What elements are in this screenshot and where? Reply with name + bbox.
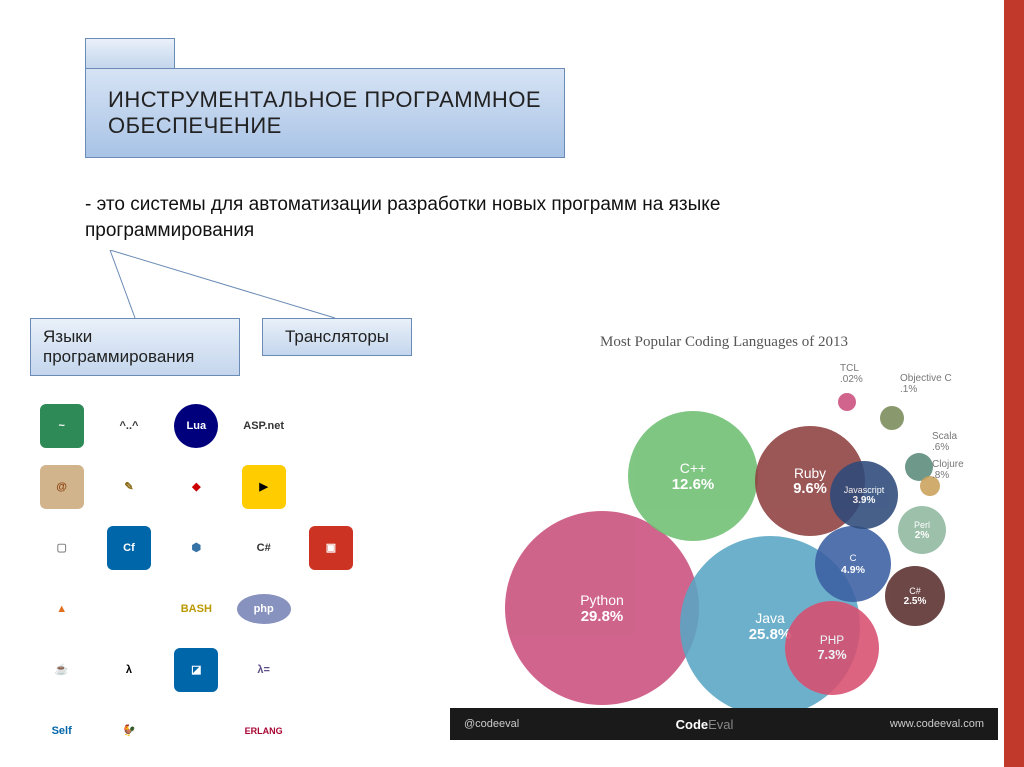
ext-label-3: Clojure.8%: [932, 459, 964, 481]
rooster-icon: 🐓: [107, 709, 151, 753]
footer-brand-a: Code: [676, 717, 709, 732]
bubble-chart-area: Python29.8%Java25.8%C++12.6%Ruby9.6%PHP7…: [450, 351, 998, 701]
erlang-icon: ERLANG: [242, 709, 286, 753]
bubble-label: Python: [580, 592, 624, 608]
bubble-chart-title: Most Popular Coding Languages of 2013: [450, 328, 998, 351]
small-bubble-0: [838, 393, 856, 411]
subbox-languages: Языки программирования: [30, 318, 240, 376]
blank11: [174, 709, 218, 753]
bubble-label: C#: [909, 586, 921, 596]
language-icon-grid: ~^..^LuaASP.net@✎◆▶▢Cf⬢C#▣▲BASHphp☕λ◪λ=S…: [30, 398, 430, 718]
ruby-icon: ◆: [174, 465, 218, 509]
ext-label-name: TCL: [840, 363, 863, 374]
php-icon: php: [237, 594, 291, 624]
ext-label-value: .8%: [932, 470, 964, 481]
small-bubble-1: [880, 406, 904, 430]
ext-label-name: Scala: [932, 431, 957, 442]
blank5: [376, 526, 420, 570]
title-box: ИНСТРУМЕНТАЛЬНОЕ ПРОГРАММНОЕ ОБЕСПЕЧЕНИЕ: [85, 68, 565, 158]
blank10: [376, 648, 420, 692]
bubble-value: 12.6%: [672, 476, 715, 493]
bubble-label: Ruby: [794, 466, 826, 481]
ext-label-0: TCL.02%: [840, 363, 863, 385]
blank4: [376, 465, 420, 509]
java-icon: ☕: [40, 648, 84, 692]
ext-label-1: Objective C.1%: [900, 373, 952, 395]
ext-label-name: Objective C: [900, 373, 952, 384]
blank6: [107, 587, 151, 631]
bubble-value: 9.6%: [793, 481, 827, 497]
footer-left: @codeeval: [464, 718, 519, 730]
blank1: [309, 404, 353, 448]
bubble-c: C#2.5%: [885, 566, 945, 626]
accent-bar: [1004, 0, 1024, 767]
bubble-label: C++: [680, 460, 706, 476]
bubble-c: C++12.6%: [628, 411, 758, 541]
blue-sq-icon: ◪: [174, 648, 218, 692]
blank2: [376, 404, 420, 448]
csharp-icon: C#: [242, 526, 286, 570]
haskell-icon: λ=: [242, 648, 286, 692]
python-icon: ⬢: [174, 526, 218, 570]
bubble-label: PHP: [820, 634, 844, 647]
bubble-label: Java: [755, 610, 785, 626]
subbox-translators-label: Трансляторы: [285, 327, 389, 346]
ext-label-2: Scala.6%: [932, 431, 957, 453]
bubble-value: 29.8%: [581, 608, 624, 625]
description: - это системы для автоматизации разработ…: [85, 192, 825, 243]
ext-label-value: .6%: [932, 442, 957, 453]
bubble-value: 4.9%: [841, 564, 865, 576]
bubble-label: Perl: [914, 520, 930, 530]
bubble-python: Python29.8%: [505, 511, 699, 705]
matlab-icon: ▲: [40, 587, 84, 631]
aspnet-icon: ASP.net: [242, 404, 286, 448]
bubble-chart-footer: @codeeval CodeEval www.codeeval.com: [450, 708, 998, 740]
bubble-label: Javascript: [844, 485, 885, 495]
bubble-javascript: Javascript3.9%: [830, 461, 898, 529]
bubble-perl: Perl2%: [898, 506, 946, 554]
shell-icon: @: [40, 465, 84, 509]
bash-icon: BASH: [174, 587, 218, 631]
bubble-value: 3.9%: [853, 495, 876, 506]
paper-icon: ▢: [40, 526, 84, 570]
bubble-value: 2%: [915, 530, 929, 541]
blank8: [376, 587, 420, 631]
subbox-translators: Трансляторы: [262, 318, 412, 356]
bubble-label: C: [850, 553, 857, 564]
lambda-icon: λ: [107, 648, 151, 692]
footer-brand-b: Eval: [708, 717, 733, 732]
snake-icon: ~: [40, 404, 84, 448]
connector-lines: [95, 250, 375, 320]
ext-label-value: .02%: [840, 374, 863, 385]
bubble-value: 7.3%: [817, 647, 846, 662]
red-sq-icon: ▣: [309, 526, 353, 570]
bubble-php: PHP7.3%: [785, 601, 879, 695]
lua-icon: Lua: [174, 404, 218, 448]
blank9: [309, 648, 353, 692]
page-title: ИНСТРУМЕНТАЛЬНОЕ ПРОГРАММНОЕ ОБЕСПЕЧЕНИЕ: [108, 87, 541, 138]
blank3: [309, 465, 353, 509]
bubble-value: 2.5%: [904, 596, 927, 607]
subbox-languages-label: Языки программирования: [43, 327, 194, 366]
footer-brand: CodeEval: [676, 717, 734, 732]
bubble-c: C4.9%: [815, 526, 891, 602]
ext-label-value: .1%: [900, 384, 952, 395]
self-icon: Self: [40, 709, 84, 753]
cf-icon: Cf: [107, 526, 151, 570]
footer-right: www.codeeval.com: [890, 718, 984, 730]
labview-icon: ▶: [242, 465, 286, 509]
blank7: [309, 587, 353, 631]
cat-icon: ^..^: [107, 404, 151, 448]
ext-label-name: Clojure: [932, 459, 964, 470]
title-tab: [85, 38, 175, 68]
bubble-chart: Most Popular Coding Languages of 2013 Py…: [450, 328, 998, 740]
feather-icon: ✎: [107, 465, 151, 509]
